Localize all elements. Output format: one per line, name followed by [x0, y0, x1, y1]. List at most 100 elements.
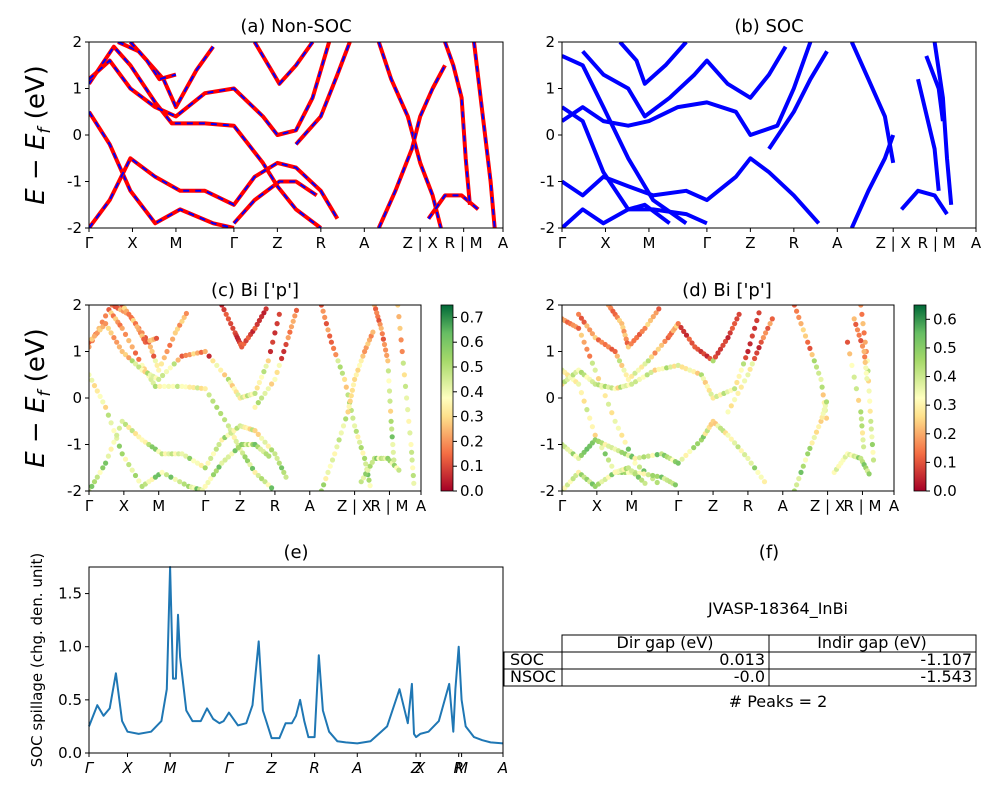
projection-dot	[636, 376, 643, 382]
x-tick-label: Γ	[225, 759, 235, 777]
projection-dot	[856, 397, 862, 403]
projection-dot	[263, 306, 269, 312]
projection-dot	[172, 330, 178, 336]
panel-c-title: (c) Bi ['p']	[211, 280, 299, 301]
projection-dot	[862, 339, 868, 345]
colorbar-tick-label: 0.5	[460, 358, 484, 376]
projection-dot	[745, 348, 751, 355]
projection-dot	[167, 365, 173, 371]
projection-dot	[154, 362, 160, 368]
projection-dot	[270, 339, 276, 345]
projection-dot	[736, 311, 742, 317]
projection-dot	[592, 367, 598, 373]
projection-dot	[255, 431, 261, 437]
projection-dot	[279, 355, 285, 362]
y-tick-label: 1	[545, 80, 555, 98]
projection-dot	[208, 455, 214, 461]
projection-dot	[870, 457, 877, 463]
projection-dot	[749, 333, 755, 339]
projection-dot	[853, 386, 860, 392]
projection-dot	[740, 361, 747, 367]
projection-dot	[219, 460, 225, 466]
x-tick-label: Z	[708, 497, 718, 515]
projection-dot	[867, 398, 873, 404]
projection-dot	[259, 314, 265, 320]
projection-dot	[622, 439, 628, 445]
y-tick-label: 0	[545, 126, 555, 144]
projection-dot	[318, 488, 324, 491]
projection-dot	[255, 400, 261, 406]
projection-dot	[103, 460, 109, 466]
projection-dot	[725, 335, 731, 341]
projection-dot	[156, 376, 162, 382]
projection-dot	[210, 398, 216, 404]
projection-dot	[158, 361, 165, 367]
table-cell: -1.543	[920, 667, 972, 686]
projection-dot	[157, 383, 163, 389]
projection-dot	[325, 469, 331, 475]
colorbar-tick-label: 0.7	[460, 308, 484, 326]
projection-dot	[644, 372, 650, 378]
projection-dot	[645, 321, 651, 327]
projection-dot	[167, 342, 173, 348]
projection-dot	[405, 407, 411, 413]
projection-dot	[366, 337, 373, 343]
projection-dot	[328, 339, 334, 345]
projection-dot	[796, 314, 802, 320]
projection-dot	[345, 409, 351, 415]
projection-dot	[725, 409, 731, 415]
projection-dot	[272, 376, 278, 382]
projection-dot	[276, 362, 282, 368]
projection-dot	[159, 469, 165, 475]
y-tick-label: 0	[72, 126, 82, 144]
band-line-soc	[562, 202, 671, 228]
projection-dot	[194, 385, 201, 391]
projection-dot	[132, 350, 139, 356]
projection-dot	[609, 463, 615, 469]
band-line-dashed	[89, 156, 339, 228]
colorbar	[440, 304, 454, 492]
band-line-soc	[932, 42, 954, 205]
projection-dot	[377, 321, 383, 327]
projection-dot	[358, 479, 364, 485]
projection-dot	[622, 332, 628, 338]
projection-dot	[641, 454, 647, 460]
projection-dot	[813, 429, 820, 435]
projection-dot	[262, 390, 268, 396]
x-tick-label: R | M	[370, 497, 408, 515]
projection-dot	[400, 360, 406, 366]
projection-dot	[206, 392, 212, 398]
projection-dot	[625, 446, 632, 452]
projection-dot	[175, 357, 181, 363]
projection-dot	[149, 348, 155, 355]
projection-dot	[732, 397, 738, 403]
band-line-soc	[916, 78, 941, 191]
x-tick-label: Z	[745, 234, 755, 252]
projection-dot	[293, 307, 300, 313]
projection-dot	[222, 417, 228, 423]
projection-dot	[763, 330, 769, 336]
projection-dot	[373, 306, 379, 312]
projection-dot	[320, 308, 326, 314]
x-tick-label: R	[453, 759, 463, 777]
projection-dot	[225, 454, 231, 460]
projection-dot	[129, 467, 135, 473]
projection-dot	[97, 393, 103, 399]
projection-dot	[404, 395, 410, 401]
projection-dot	[584, 323, 590, 329]
projection-dot	[675, 362, 681, 368]
projection-dot	[367, 483, 373, 489]
projection-dot	[235, 445, 241, 451]
table-cell: -0.0	[734, 667, 765, 686]
projection-dot	[111, 439, 117, 445]
projection-dot	[370, 329, 376, 335]
projection-dot	[160, 372, 166, 379]
band-line-dashed	[377, 42, 442, 228]
projection-dot	[621, 367, 627, 373]
y-tick-label: 1.5	[58, 585, 82, 603]
projection-dot	[798, 321, 804, 327]
projection-dot	[625, 465, 632, 471]
projection-dot	[254, 321, 260, 327]
projection-dot	[259, 374, 265, 380]
projection-dot	[89, 488, 92, 491]
